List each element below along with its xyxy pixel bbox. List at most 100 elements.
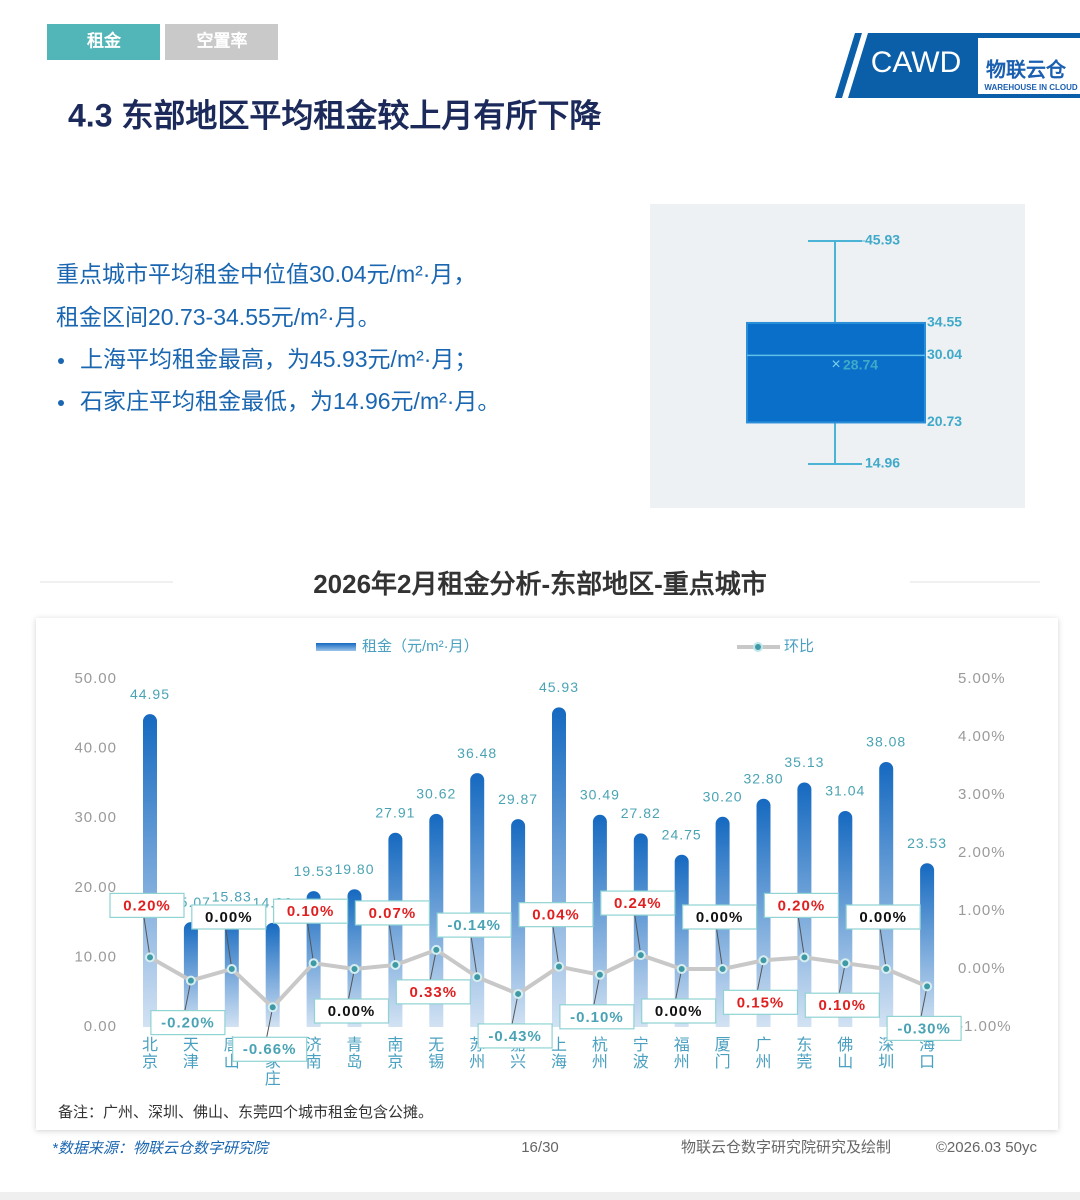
y2-tick-label: 5.00% bbox=[958, 670, 1006, 687]
line-value-label: 0.00% bbox=[859, 909, 907, 926]
x-tick-label: 上海 bbox=[551, 1036, 567, 1071]
leader-line bbox=[797, 917, 805, 958]
summary-line: 租金区间20.73-34.55元/m²·月。 bbox=[56, 304, 381, 330]
y2-tick-label: 1.00% bbox=[958, 902, 1006, 919]
x-tick-label: 杭州 bbox=[592, 1036, 608, 1071]
leader-line bbox=[266, 1007, 274, 1038]
box-label: 28.74 bbox=[843, 356, 878, 372]
y2-tick-label: 3.00% bbox=[958, 786, 1006, 803]
value-label-box bbox=[845, 904, 921, 930]
x-tick-label: 青岛 bbox=[346, 1036, 362, 1071]
box-label: 30.04 bbox=[927, 346, 962, 362]
line-point bbox=[594, 969, 605, 980]
box bbox=[746, 321, 926, 424]
box-label: 34.55 bbox=[927, 314, 962, 330]
bar-value-label: 45.93 bbox=[539, 679, 579, 695]
value-label-box bbox=[232, 1036, 308, 1062]
line-value-label: -0.30% bbox=[897, 1020, 951, 1037]
line-point bbox=[226, 964, 237, 974]
tab[interactable] bbox=[165, 24, 278, 60]
source: *数据来源：物联云仓数字研究院 bbox=[52, 1140, 270, 1157]
line-value-label: 0.20% bbox=[778, 897, 826, 914]
value-label-box bbox=[354, 900, 430, 926]
tab-active[interactable] bbox=[47, 24, 160, 60]
bar-value-label: 27.82 bbox=[621, 805, 661, 821]
value-label-box bbox=[600, 890, 676, 916]
line-point bbox=[717, 964, 728, 974]
x-tick-label: 海口 bbox=[919, 1036, 935, 1071]
summary-bullet: 上海平均租金最高，为45.93元/m²·月； bbox=[80, 346, 477, 372]
value-label-box bbox=[150, 1009, 226, 1036]
line-value-label: 0.10% bbox=[287, 903, 335, 920]
legend-label: 环比 bbox=[784, 638, 814, 655]
value-label-box bbox=[191, 904, 267, 930]
tab-label[interactable]: 空置率 bbox=[197, 30, 248, 50]
chart-title: 2026年2月租金分析-东部地区-重点城市 bbox=[313, 569, 767, 599]
value-label-box bbox=[559, 1004, 635, 1030]
copyright: ©2026.03 50yc bbox=[936, 1139, 1038, 1156]
value-label-box bbox=[722, 989, 799, 1015]
line-value-label: 0.24% bbox=[614, 895, 662, 912]
bar-value-label: 23.53 bbox=[907, 835, 947, 851]
bar bbox=[429, 813, 444, 1027]
bar-value-label: 44.95 bbox=[130, 686, 170, 702]
logo-name: 物联云仓 bbox=[986, 57, 1067, 81]
line-point bbox=[758, 955, 769, 966]
bar bbox=[552, 707, 566, 1027]
x-tick-label: 广州 bbox=[755, 1036, 771, 1071]
logo-tagline: WAREHOUSE IN CLOUD bbox=[984, 83, 1078, 92]
line-point bbox=[472, 972, 483, 983]
bar-value-label: 24.75 bbox=[662, 826, 702, 842]
x-tick-label: 济南 bbox=[306, 1036, 322, 1071]
bar bbox=[592, 814, 607, 1027]
x-tick-label: 宁波 bbox=[633, 1036, 649, 1071]
line-point bbox=[349, 964, 360, 974]
leader-line bbox=[879, 928, 887, 970]
line-value-label: 0.00% bbox=[205, 909, 253, 926]
y-tick-label: 30.00 bbox=[74, 809, 117, 826]
bar bbox=[879, 761, 894, 1027]
bar bbox=[674, 854, 689, 1027]
line-point bbox=[308, 958, 319, 969]
bar bbox=[838, 810, 853, 1027]
bar-value-label: 30.62 bbox=[416, 786, 456, 802]
x-tick-label: 深圳 bbox=[878, 1036, 894, 1071]
line-value-label: 0.20% bbox=[123, 897, 171, 914]
y2-tick-label: -1.00% bbox=[958, 1018, 1012, 1035]
legend-label: 租金（元/m²·月） bbox=[362, 638, 479, 655]
y-tick-label: 10.00 bbox=[74, 948, 117, 965]
leader-line bbox=[470, 937, 478, 978]
line-value-label: 0.00% bbox=[655, 1003, 703, 1020]
y2-tick-label: 2.00% bbox=[958, 844, 1006, 861]
page-number: 16/30 bbox=[521, 1139, 559, 1156]
line-value-label: -0.10% bbox=[570, 1009, 624, 1026]
tab-label[interactable]: 租金 bbox=[87, 30, 122, 50]
y-tick-label: 40.00 bbox=[74, 740, 117, 757]
line-point bbox=[390, 959, 401, 970]
bar-value-label: 15.83 bbox=[212, 889, 252, 905]
x-tick-label: 佛山 bbox=[837, 1036, 853, 1071]
bar-value-label: 30.20 bbox=[703, 789, 743, 805]
line-value-label: 0.15% bbox=[737, 994, 785, 1011]
bar-value-label: 38.08 bbox=[866, 734, 906, 750]
line-point bbox=[431, 944, 442, 955]
summary: 重点城市平均租金中位值30.04元/m²·月， 租金区间20.73-34.55元… bbox=[56, 261, 500, 414]
line-value-label: 0.33% bbox=[410, 984, 458, 1001]
leader-line bbox=[348, 968, 355, 1000]
value-label-box bbox=[641, 998, 717, 1024]
bar-value-label: 31.04 bbox=[825, 783, 865, 799]
value-label-box bbox=[681, 904, 758, 930]
y2-tick-label: 4.00% bbox=[958, 728, 1006, 745]
y-tick-label: 20.00 bbox=[74, 879, 117, 896]
value-label-box bbox=[273, 898, 349, 924]
y-tick-label: 0.00 bbox=[84, 1018, 117, 1035]
credit: 物联云仓数字研究院研究及绘制 bbox=[681, 1138, 891, 1156]
logo-brand: CAWD bbox=[871, 46, 962, 79]
x-tick-label: 无锡 bbox=[428, 1037, 444, 1071]
box-label: 20.73 bbox=[927, 413, 962, 429]
bullet bbox=[58, 400, 64, 406]
legend-swatch bbox=[316, 643, 356, 651]
chart-title-tab bbox=[173, 562, 910, 608]
x-tick-label: 天津 bbox=[183, 1037, 199, 1071]
summary-line: 重点城市平均租金中位值30.04元/m²·月， bbox=[56, 261, 476, 287]
